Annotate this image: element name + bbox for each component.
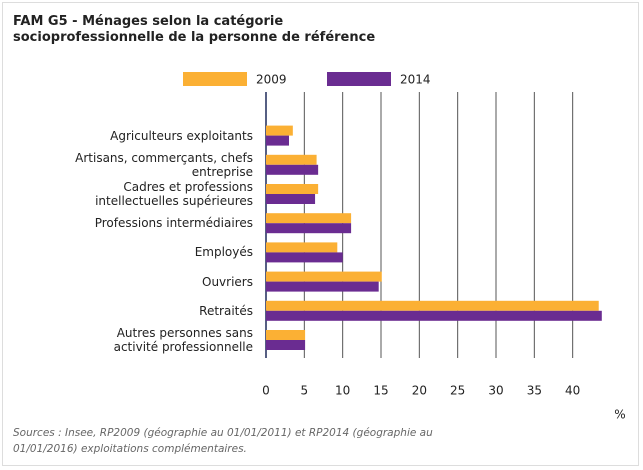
legend-label: 2009 (256, 73, 287, 87)
y-tick-label: Artisans, commerçants, chefs entreprise (75, 150, 253, 179)
y-tick-label: Autres personnes sans activité professio… (113, 326, 253, 354)
bar (266, 281, 379, 292)
bar (266, 271, 382, 282)
bar (266, 194, 316, 204)
legend-swatch (327, 72, 391, 86)
x-tick-label: 35 (527, 384, 542, 398)
bar (266, 242, 338, 253)
bar (266, 300, 599, 311)
legend-label: 2014 (400, 73, 431, 87)
y-tick-label: Agriculteurs exploitants (110, 128, 253, 143)
bar (266, 213, 352, 224)
x-tick-label: 40 (565, 384, 580, 398)
bar (266, 330, 306, 340)
y-tick-label: Professions intermédiaires (94, 216, 253, 231)
bar (266, 223, 352, 234)
bar (266, 125, 293, 136)
x-tick-label: 10 (335, 384, 350, 398)
x-tick-label: 20 (412, 384, 427, 398)
bar (266, 164, 319, 175)
x-tick-label: 15 (373, 384, 388, 398)
y-tick-label: Retraités (199, 303, 253, 318)
bar (266, 340, 306, 350)
x-unit: % (614, 408, 625, 422)
source: Sources : Insee, RP2009 (géographie au 0… (13, 427, 433, 455)
bar (266, 310, 602, 321)
y-tick-label: Cadres et professions intellectuelles su… (95, 180, 253, 208)
bar (266, 252, 343, 263)
frame (2, 2, 639, 466)
chart-title: FAM G5 - Ménages selon la catégorie soci… (13, 14, 376, 45)
x-tick-label: 25 (450, 384, 465, 398)
y-tick-label: Employés (194, 245, 253, 260)
x-tick-label: 5 (301, 384, 309, 398)
x-tick-label: 0 (262, 384, 270, 398)
bar (266, 135, 289, 146)
x-tick-label: 30 (488, 384, 503, 398)
y-tick-label: Ouvriers (202, 274, 253, 289)
legend-swatch (183, 72, 247, 86)
bar (266, 184, 319, 194)
bar (266, 154, 317, 165)
